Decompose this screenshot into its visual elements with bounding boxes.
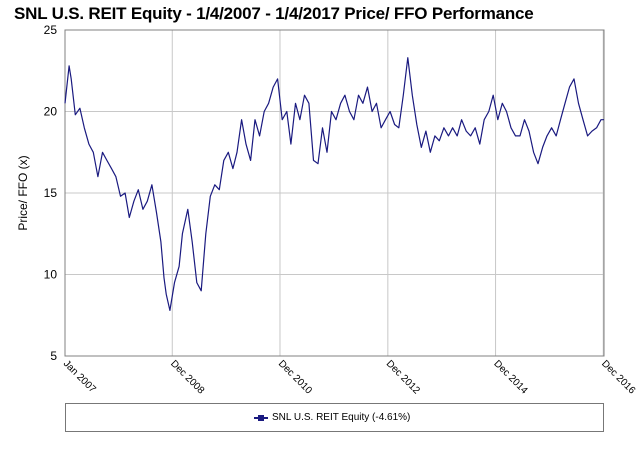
- legend-swatch-icon: [254, 413, 268, 423]
- y-tick-label: 5: [50, 349, 57, 363]
- chart-title: SNL U.S. REIT Equity - 1/4/2007 - 1/4/20…: [14, 4, 534, 23]
- x-tick-label: Dec 2014: [491, 358, 529, 396]
- x-tick-label: Dec 2012: [384, 358, 422, 396]
- x-tick-label: Dec 2008: [168, 358, 206, 396]
- y-tick-label: 25: [44, 23, 58, 37]
- y-axis-label: Price/ FFO (x): [16, 155, 30, 230]
- legend: SNL U.S. REIT Equity (-4.61%): [65, 403, 604, 432]
- x-tick-label: Jan 2007: [61, 358, 98, 395]
- legend-label: SNL U.S. REIT Equity (-4.61%): [272, 412, 411, 423]
- series-line-snl-us-reit-equity: [64, 57, 604, 311]
- x-tick-label: Dec 2016: [599, 358, 637, 396]
- y-tick-label: 15: [44, 186, 58, 200]
- y-tick-label: 20: [44, 105, 58, 119]
- x-tick-label: Dec 2010: [276, 358, 314, 396]
- legend-item: SNL U.S. REIT Equity (-4.61%): [254, 412, 410, 423]
- y-tick-label: 10: [44, 268, 58, 282]
